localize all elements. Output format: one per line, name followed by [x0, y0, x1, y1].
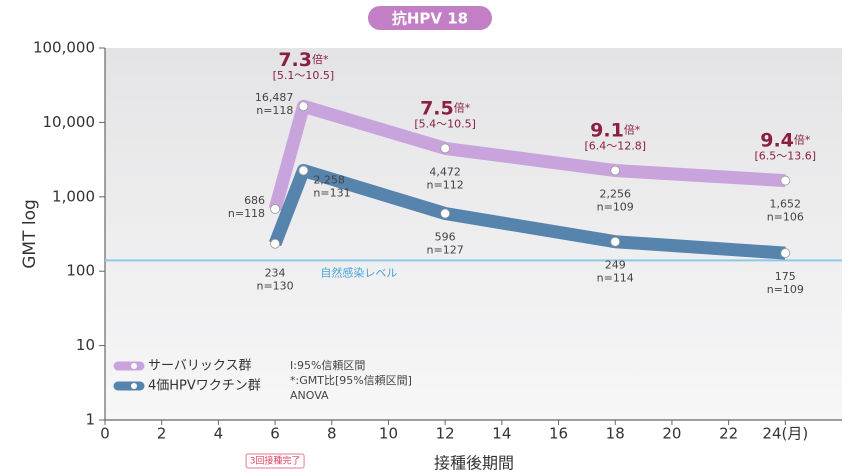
x-axis-label: 接種後期間	[434, 454, 514, 473]
ratio-unit: 倍*	[624, 123, 641, 137]
x-tick-label: 6	[270, 425, 280, 443]
chart-title: 抗HPV 18	[392, 10, 468, 28]
data-point	[270, 204, 280, 214]
value-label: 4,472	[429, 165, 461, 178]
n-label: n=114	[597, 272, 634, 285]
n-label: n=127	[427, 244, 464, 257]
reference-label: 自然感染レベル	[320, 265, 397, 279]
x-tick-label: 8	[327, 425, 337, 443]
data-point	[610, 165, 621, 176]
data-point	[298, 165, 309, 176]
value-label: 234	[265, 267, 286, 280]
n-label: n=118	[256, 104, 293, 117]
x-tick-label: 4	[214, 425, 224, 443]
y-tick-label: 100,000	[33, 39, 95, 57]
value-label: 686	[244, 194, 265, 207]
ratio-ci: [5.4〜10.5]	[414, 117, 476, 130]
ratio-ci: [6.4〜12.8]	[584, 140, 646, 153]
y-tick-label: 1,000	[52, 187, 95, 205]
data-point	[298, 101, 309, 112]
n-label: n=109	[597, 201, 634, 214]
x-tick-label: 18	[606, 425, 625, 443]
note: ANOVA	[290, 389, 329, 402]
value-label: 1,652	[770, 198, 802, 211]
x-tick-label: 10	[379, 425, 398, 443]
y-tick-label: 1	[85, 411, 95, 429]
value-label: 175	[775, 270, 796, 283]
data-point	[270, 238, 280, 249]
n-label: n=118	[228, 207, 265, 220]
n-label: n=106	[767, 211, 804, 224]
data-point	[610, 236, 621, 247]
ratio-annotation: 9.4倍*	[760, 129, 811, 151]
ratio-annotation: 9.1倍*	[590, 119, 641, 141]
legend-label: サーバリックス群	[148, 359, 251, 374]
ratio-unit: 倍*	[312, 52, 329, 66]
ratio-value: 9.1	[590, 119, 624, 141]
marker-note-box	[245, 453, 305, 469]
value-label: 2,258	[313, 173, 345, 186]
value-label: 2,256	[599, 188, 631, 201]
ratio-ci: [6.5〜13.6]	[755, 150, 817, 163]
n-label: n=109	[767, 283, 804, 296]
marker-note: 3回接種完了	[250, 455, 301, 467]
n-label: n=112	[427, 178, 464, 191]
x-tick-label: 14	[492, 425, 511, 443]
note: Ⅰ:95%信頼区間	[290, 359, 365, 372]
ratio-value: 7.3	[278, 49, 312, 71]
value-label: 249	[605, 259, 626, 272]
x-tick-label: 0	[100, 425, 110, 443]
x-tick-label: 20	[662, 425, 681, 443]
y-axis-label: GMT log	[20, 199, 40, 269]
value-label: 16,487	[255, 91, 294, 104]
data-point	[780, 175, 791, 186]
data-point	[440, 208, 451, 219]
legend-dot	[131, 383, 137, 389]
title-pill	[368, 6, 492, 30]
y-tick-label: 10	[76, 336, 95, 354]
x-tick-label: 2	[157, 425, 167, 443]
plot-background	[105, 48, 842, 420]
legend-label: 4価HPVワクチン群	[148, 379, 261, 394]
data-point	[440, 143, 451, 154]
x-tick-label: 22	[719, 425, 738, 443]
n-label: n=131	[313, 186, 350, 199]
legend-dot	[131, 363, 137, 369]
note: *:GMT比[95%信頼区間]	[290, 374, 412, 387]
x-tick-label: 24(月)	[762, 425, 808, 443]
ratio-unit: 倍*	[794, 133, 811, 147]
y-tick-label: 10,000	[43, 113, 96, 131]
x-tick-label: 12	[436, 425, 455, 443]
ratio-value: 9.4	[760, 129, 794, 151]
ratio-value: 7.5	[420, 97, 454, 119]
n-label: n=130	[256, 280, 293, 293]
ratio-ci: [5.1〜10.5]	[273, 69, 335, 82]
ratio-unit: 倍*	[454, 100, 471, 114]
x-tick-label: 16	[549, 425, 568, 443]
y-tick-label: 100	[66, 262, 95, 280]
value-label: 596	[435, 231, 456, 244]
ratio-annotation: 7.5倍*	[420, 97, 471, 119]
ratio-annotation: 7.3倍*	[278, 49, 329, 71]
data-point	[780, 248, 791, 259]
